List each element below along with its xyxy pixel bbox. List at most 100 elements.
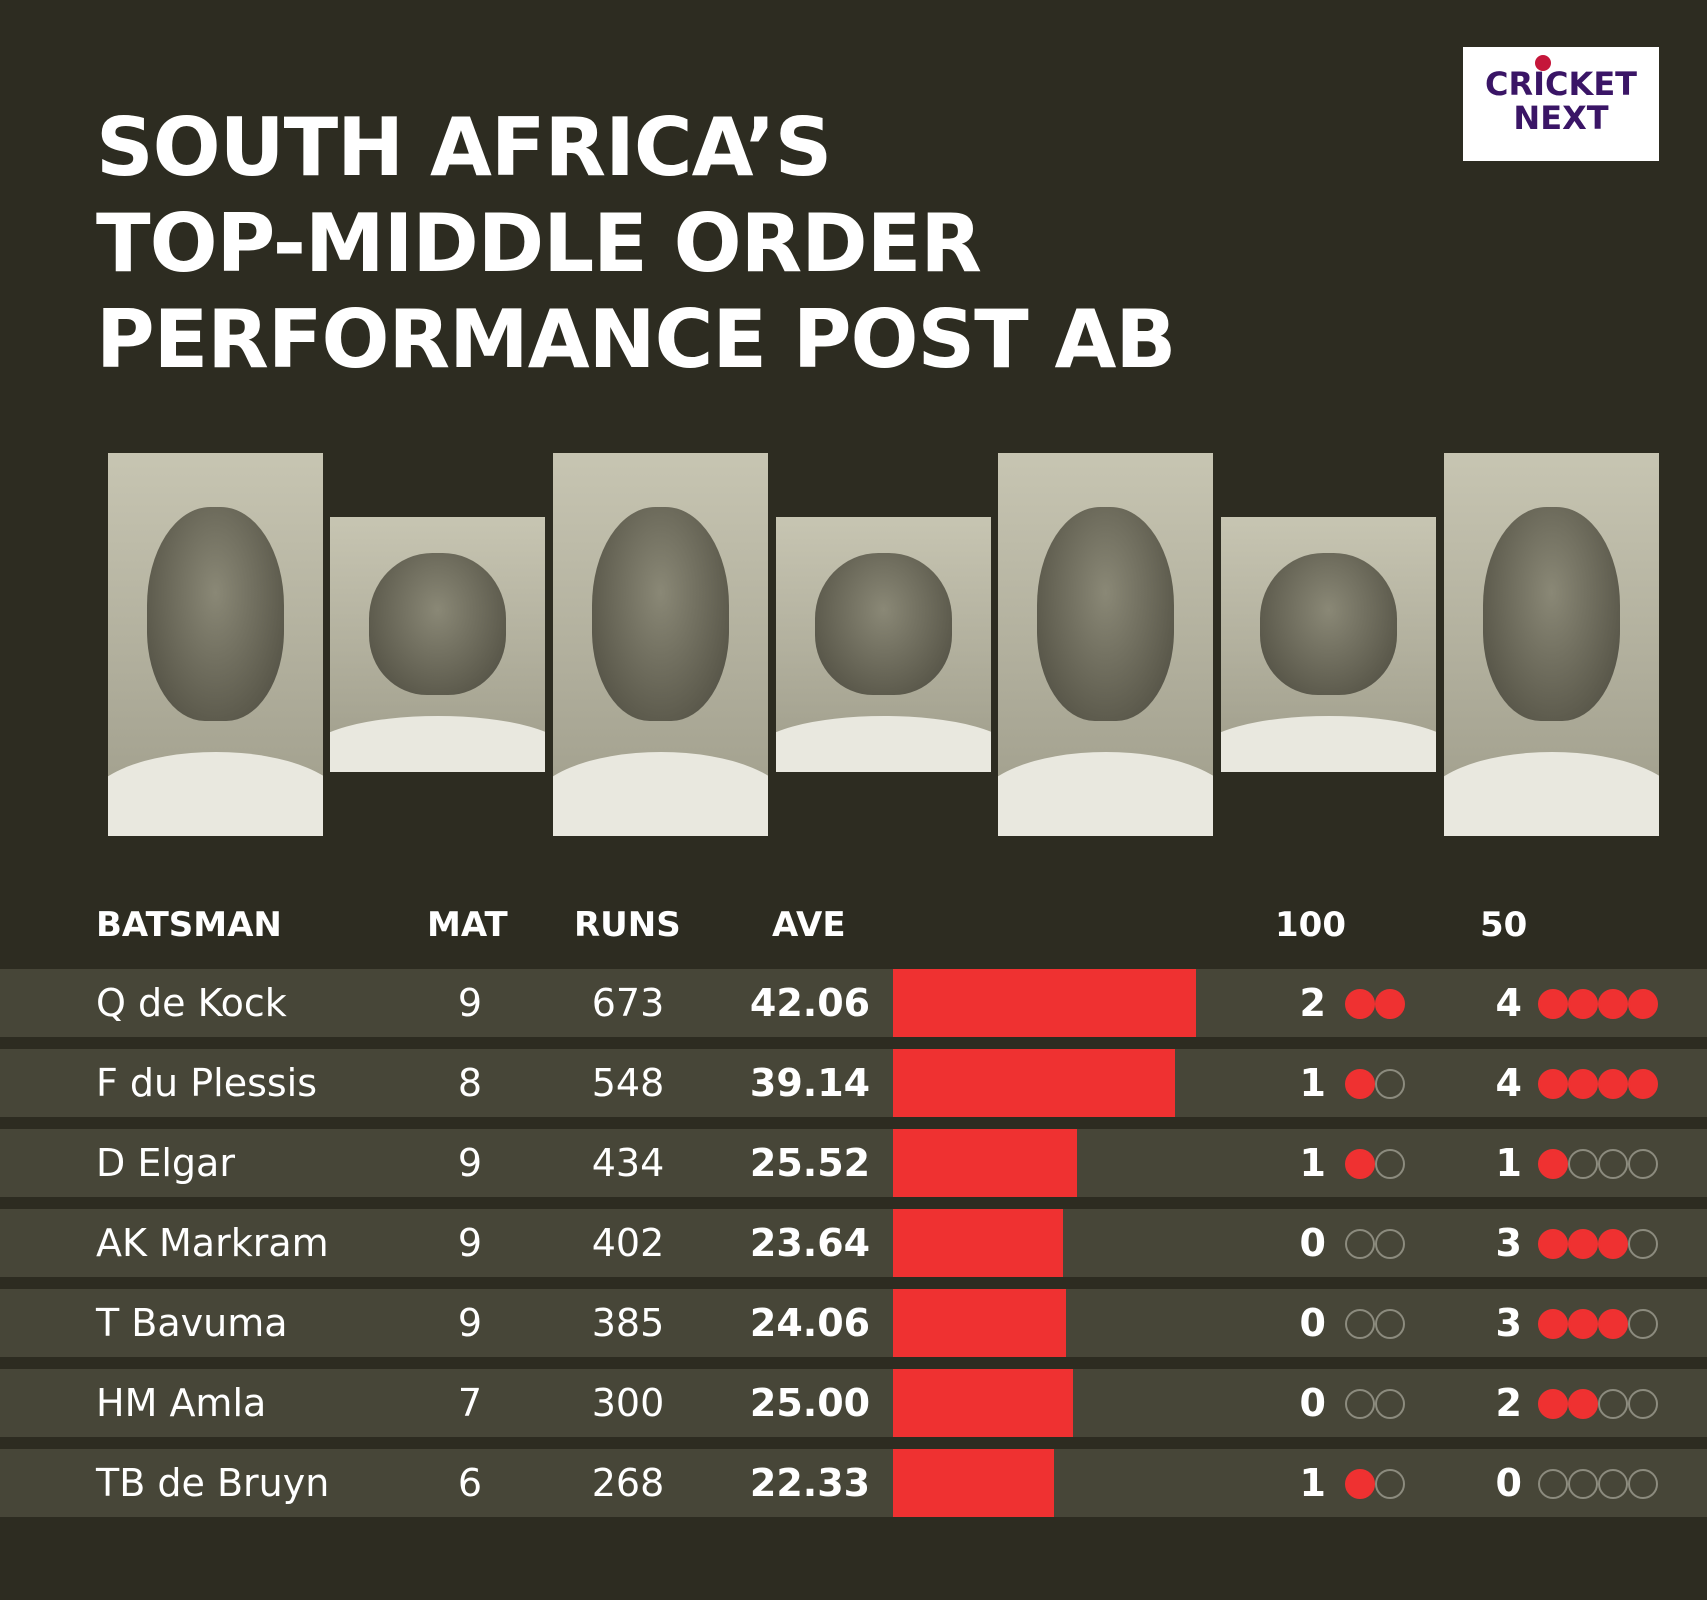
cricketnext-logo: CRICKET NEXT — [1463, 47, 1659, 161]
table-row: D Elgar 9 434 25.52 1 1 — [0, 1129, 1707, 1197]
filled-dot-icon — [1628, 1069, 1658, 1099]
empty-dot-icon — [1375, 1149, 1405, 1179]
player-photo-6 — [1221, 517, 1436, 772]
filled-dot-icon — [1598, 1229, 1628, 1259]
runs-value: 548 — [591, 1061, 665, 1105]
hundreds-dots — [1345, 1069, 1405, 1099]
player-photo-5 — [998, 453, 1213, 836]
matches-value: 9 — [457, 1141, 483, 1185]
empty-dot-icon — [1628, 1469, 1658, 1499]
average-value: 42.06 — [749, 981, 871, 1025]
empty-dot-icon — [1628, 1389, 1658, 1419]
filled-dot-icon — [1598, 1309, 1628, 1339]
average-value: 23.64 — [749, 1221, 871, 1265]
logo-line-1: CRICKET — [1485, 65, 1637, 103]
player-photo-1 — [108, 453, 323, 836]
empty-dot-icon — [1568, 1469, 1598, 1499]
matches-value: 7 — [457, 1381, 483, 1425]
average-bar — [893, 1209, 1064, 1277]
empty-dot-icon — [1375, 1229, 1405, 1259]
hundreds-dots — [1345, 989, 1405, 1019]
filled-dot-icon — [1345, 1069, 1375, 1099]
filled-dot-icon — [1375, 989, 1405, 1019]
hundreds-dots — [1345, 1229, 1405, 1259]
average-bar — [893, 1289, 1067, 1357]
filled-dot-icon — [1538, 989, 1568, 1019]
average-value: 22.33 — [749, 1461, 871, 1505]
matches-value: 9 — [457, 1301, 483, 1345]
title-line-2: TOP-MIDDLE ORDER — [96, 197, 982, 290]
fifties-dots — [1538, 1229, 1658, 1259]
fifties-value: 0 — [1495, 1461, 1522, 1505]
batsman-name: HM Amla — [96, 1381, 267, 1425]
empty-dot-icon — [1345, 1389, 1375, 1419]
runs-value: 673 — [591, 981, 665, 1025]
table-row: AK Markram 9 402 23.64 0 3 — [0, 1209, 1707, 1277]
filled-dot-icon — [1538, 1069, 1568, 1099]
table-row: F du Plessis 8 548 39.14 1 4 — [0, 1049, 1707, 1117]
empty-dot-icon — [1375, 1069, 1405, 1099]
filled-dot-icon — [1568, 989, 1598, 1019]
fifties-value: 3 — [1495, 1301, 1522, 1345]
empty-dot-icon — [1598, 1149, 1628, 1179]
average-value: 25.52 — [749, 1141, 871, 1185]
player-photo-7 — [1444, 453, 1659, 836]
fifties-value: 2 — [1495, 1381, 1522, 1425]
hundreds-dots — [1345, 1389, 1405, 1419]
player-photo-4 — [776, 517, 991, 772]
batsman-name: D Elgar — [96, 1141, 235, 1185]
fifties-dots — [1538, 1149, 1658, 1179]
matches-value: 8 — [457, 1061, 483, 1105]
filled-dot-icon — [1568, 1229, 1598, 1259]
average-bar — [893, 969, 1196, 1037]
header-100: 100 — [1275, 905, 1346, 945]
fifties-dots — [1538, 1309, 1658, 1339]
hundreds-value: 1 — [1299, 1461, 1326, 1505]
batsman-name: TB de Bruyn — [96, 1461, 330, 1505]
filled-dot-icon — [1538, 1309, 1568, 1339]
empty-dot-icon — [1538, 1469, 1568, 1499]
filled-dot-icon — [1568, 1389, 1598, 1419]
title-line-1: SOUTH AFRICA’S — [96, 101, 832, 194]
average-value: 24.06 — [749, 1301, 871, 1345]
matches-value: 9 — [457, 1221, 483, 1265]
fifties-value: 4 — [1495, 1061, 1522, 1105]
header-batsman: BATSMAN — [96, 905, 282, 945]
header-mat: MAT — [427, 905, 508, 945]
table-row: TB de Bruyn 6 268 22.33 1 0 — [0, 1449, 1707, 1517]
filled-dot-icon — [1538, 1149, 1568, 1179]
hundreds-value: 2 — [1299, 981, 1326, 1025]
runs-value: 268 — [591, 1461, 665, 1505]
header-ave: AVE — [772, 905, 846, 945]
filled-dot-icon — [1568, 1309, 1598, 1339]
empty-dot-icon — [1598, 1389, 1628, 1419]
table-row: HM Amla 7 300 25.00 0 2 — [0, 1369, 1707, 1437]
hundreds-value: 1 — [1299, 1061, 1326, 1105]
filled-dot-icon — [1598, 1069, 1628, 1099]
empty-dot-icon — [1375, 1309, 1405, 1339]
hundreds-dots — [1345, 1149, 1405, 1179]
average-bar — [893, 1449, 1054, 1517]
batsman-name: F du Plessis — [96, 1061, 318, 1105]
filled-dot-icon — [1538, 1389, 1568, 1419]
filled-dot-icon — [1568, 1069, 1598, 1099]
fifties-value: 3 — [1495, 1221, 1522, 1265]
filled-dot-icon — [1345, 1469, 1375, 1499]
average-bar — [893, 1369, 1073, 1437]
filled-dot-icon — [1345, 989, 1375, 1019]
fifties-dots — [1538, 1069, 1658, 1099]
empty-dot-icon — [1628, 1229, 1658, 1259]
batsman-name: T Bavuma — [96, 1301, 288, 1345]
hundreds-value: 0 — [1299, 1381, 1326, 1425]
hundreds-value: 0 — [1299, 1221, 1326, 1265]
hundreds-value: 0 — [1299, 1301, 1326, 1345]
logo-line-2: NEXT — [1513, 99, 1609, 137]
empty-dot-icon — [1628, 1149, 1658, 1179]
runs-value: 402 — [591, 1221, 665, 1265]
matches-value: 9 — [457, 981, 483, 1025]
table-row: Q de Kock 9 673 42.06 2 4 — [0, 969, 1707, 1037]
empty-dot-icon — [1375, 1389, 1405, 1419]
runs-value: 300 — [591, 1381, 665, 1425]
header-50: 50 — [1480, 905, 1528, 945]
empty-dot-icon — [1598, 1469, 1628, 1499]
